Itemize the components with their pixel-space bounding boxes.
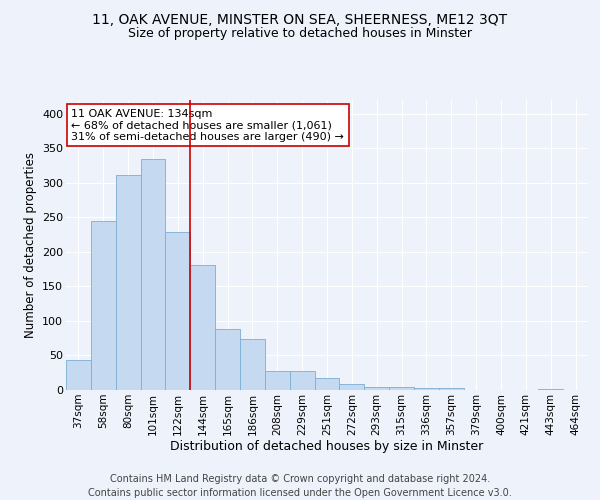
Bar [240, 339, 265, 390]
Text: 11, OAK AVENUE, MINSTER ON SEA, SHEERNESS, ME12 3QT: 11, OAK AVENUE, MINSTER ON SEA, SHEERNES… [92, 12, 508, 26]
X-axis label: Distribution of detached houses by size in Minster: Distribution of detached houses by size … [170, 440, 484, 454]
Bar [66, 360, 91, 390]
Bar [116, 174, 140, 390]
Text: Contains HM Land Registry data © Crown copyright and database right 2024.
Contai: Contains HM Land Registry data © Crown c… [88, 474, 512, 498]
Bar [314, 378, 340, 390]
Bar [364, 387, 389, 390]
Bar [166, 232, 190, 390]
Text: 11 OAK AVENUE: 134sqm
← 68% of detached houses are smaller (1,061)
31% of semi-d: 11 OAK AVENUE: 134sqm ← 68% of detached … [71, 108, 344, 142]
Bar [215, 328, 240, 390]
Bar [290, 372, 314, 390]
Bar [439, 388, 464, 390]
Text: Size of property relative to detached houses in Minster: Size of property relative to detached ho… [128, 28, 472, 40]
Bar [538, 388, 563, 390]
Bar [389, 386, 414, 390]
Bar [140, 160, 166, 390]
Bar [414, 388, 439, 390]
Bar [91, 221, 116, 390]
Y-axis label: Number of detached properties: Number of detached properties [23, 152, 37, 338]
Bar [190, 265, 215, 390]
Bar [340, 384, 364, 390]
Bar [265, 370, 290, 390]
